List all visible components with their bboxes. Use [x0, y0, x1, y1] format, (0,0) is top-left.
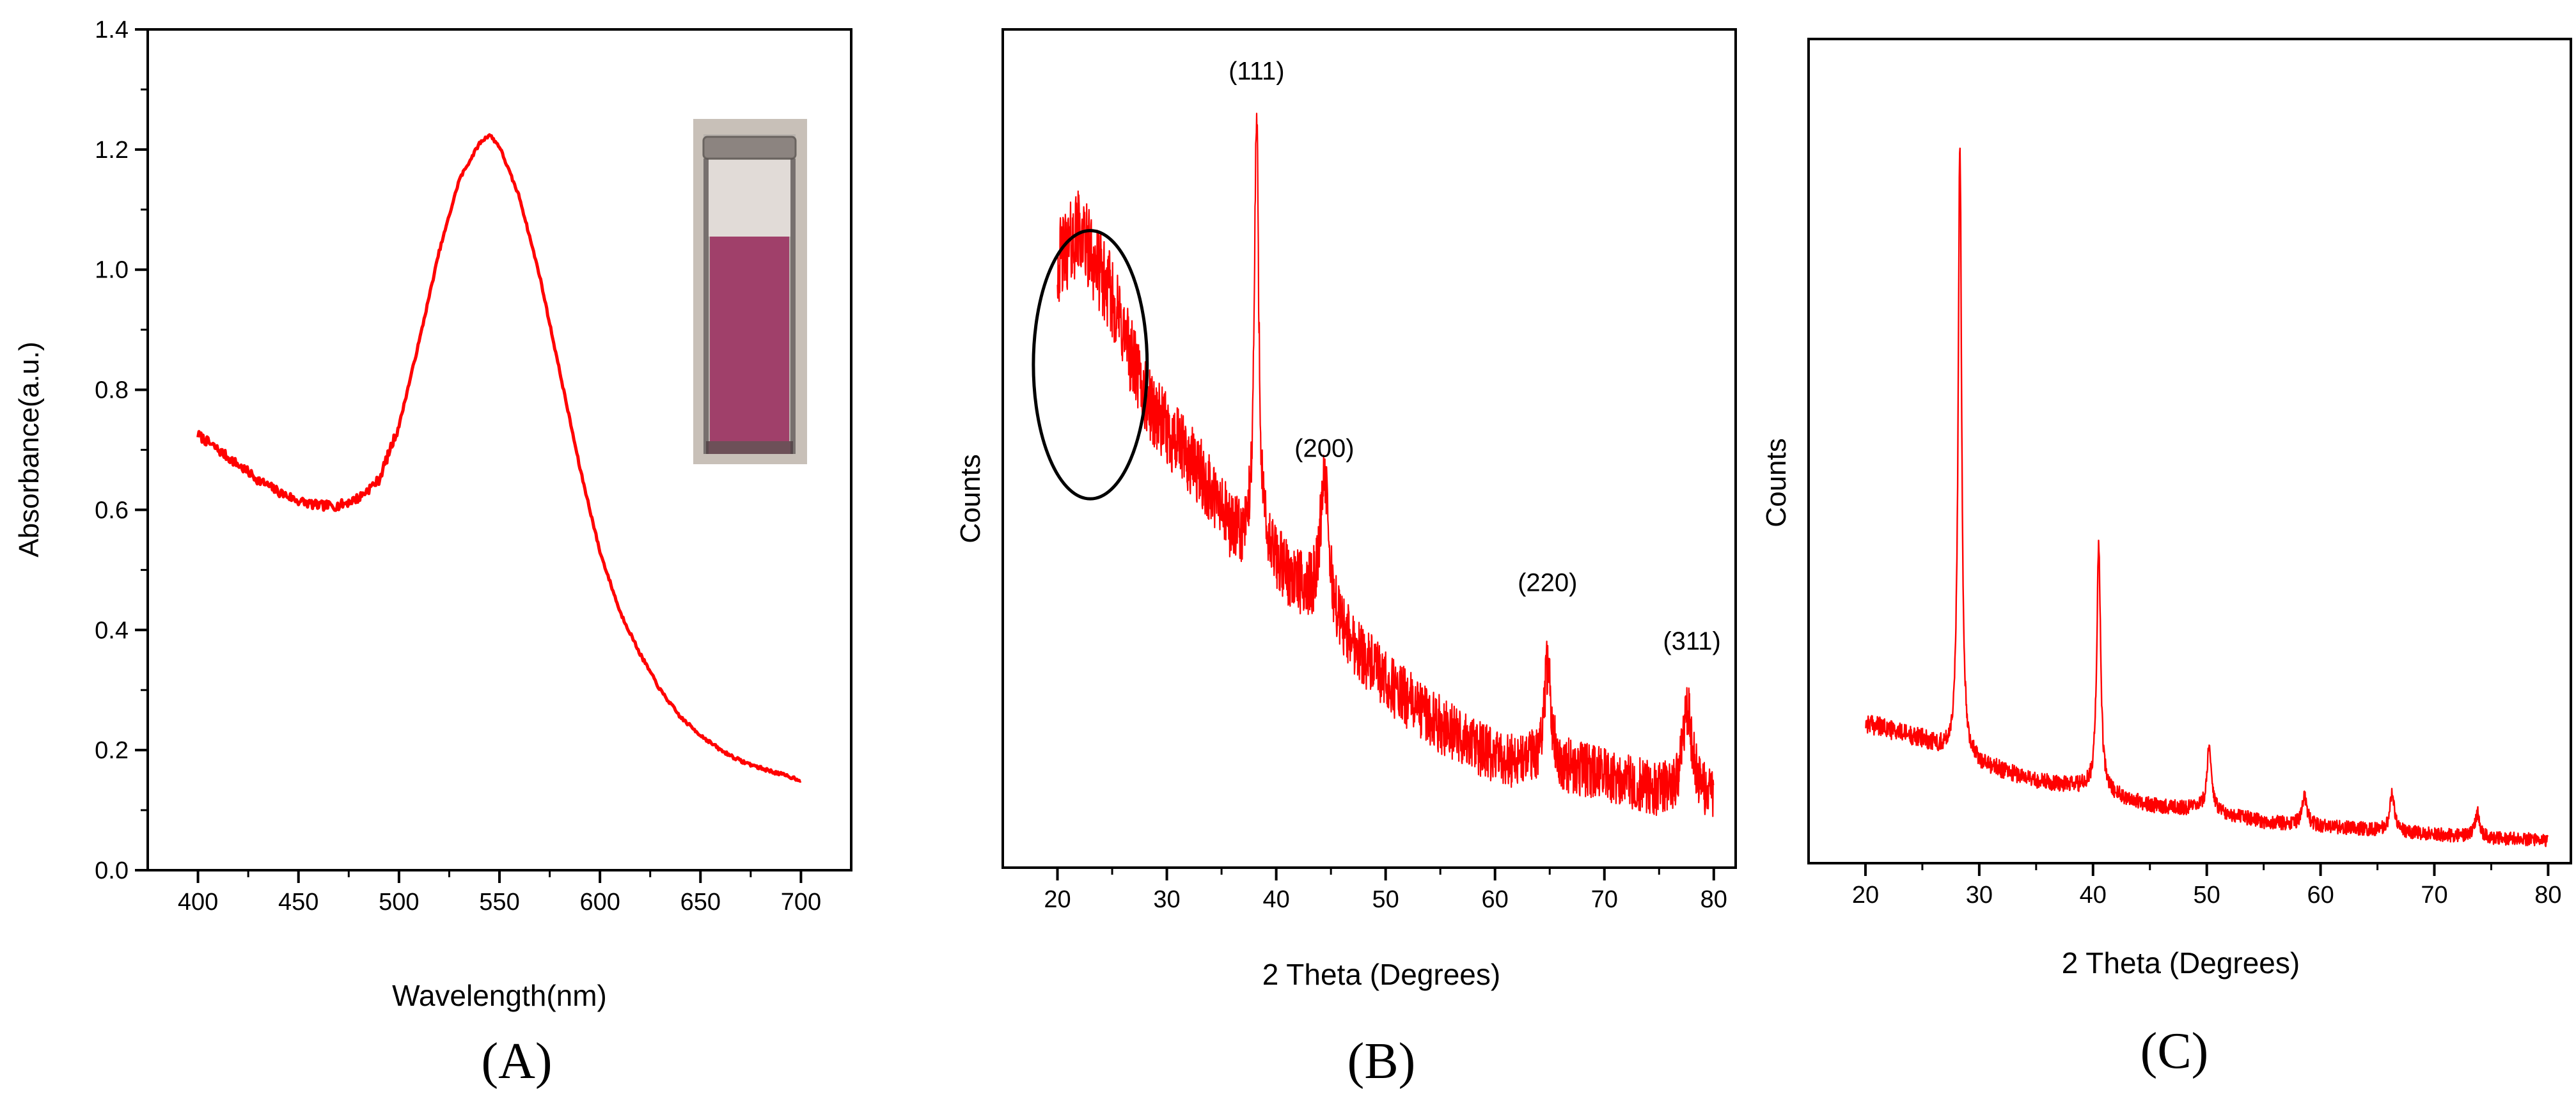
- panel-a-y-tick-label: 1.0: [95, 257, 129, 284]
- panel-a-x-axis-label: Wavelength(nm): [392, 979, 607, 1012]
- panel-c-x-tick-label: 70: [2421, 882, 2447, 909]
- panel-a-x-tick-label: 600: [579, 889, 620, 916]
- panel-c-tick-labels: 20 30 40 50 60 70 80: [1852, 882, 2562, 909]
- panel-b-tick-labels: 20 30 40 50 60 70 80: [1044, 886, 1727, 913]
- panel-a-y-tick-label: 0.2: [95, 737, 129, 764]
- panel-b-axis-ticks: [1056, 868, 1715, 880]
- panel-c-x-tick-label: 80: [2534, 882, 2561, 909]
- panel-b-peak-label: (311): [1663, 627, 1720, 655]
- panel-c-y-axis-label: Counts: [1761, 438, 1792, 527]
- panel-a-y-tick-label: 0.4: [95, 617, 129, 644]
- panel-b-y-axis-label: Counts: [955, 454, 986, 543]
- panel-a-y-tick-label: 0.0: [95, 857, 129, 884]
- panel-a-absorbance-line: [196, 133, 802, 783]
- panel-a-x-tick-label: 400: [178, 889, 218, 916]
- panel-a-x-tick-label: 650: [680, 889, 721, 916]
- panel-b-x-axis-label: 2 Theta (Degrees): [1262, 958, 1500, 991]
- panel-b-label: (B): [1347, 1033, 1416, 1090]
- panel-b-plot-frame: [1001, 28, 1737, 869]
- panel-a-absorbance-chart: 400 450 500 550 600 650 700 0.0 0.2 0.4 0.6 0.8 1.0 1…: [13, 17, 852, 1090]
- panel-c-axis-ticks: [1864, 863, 2550, 876]
- panel-a-x-tick-label: 500: [379, 889, 419, 916]
- panel-a-y-tick-label: 1.4: [95, 17, 129, 43]
- panel-c-x-tick-label: 20: [1852, 882, 1879, 909]
- panel-a-x-tick-label: 450: [278, 889, 318, 916]
- panel-b-x-tick-label: 20: [1044, 886, 1071, 913]
- panel-b-annotations: (111) (200) (220) (311): [1032, 58, 1721, 655]
- panel-b-x-tick-label: 40: [1262, 886, 1289, 913]
- panel-b-x-tick-label: 70: [1591, 886, 1618, 913]
- panel-b-amorphous-ellipse: [1032, 229, 1149, 501]
- panel-b-x-tick-label: 30: [1153, 886, 1180, 913]
- panel-a-y-tick-label: 0.6: [95, 497, 129, 524]
- panel-c-x-axis-label: 2 Theta (Degrees): [2062, 946, 2300, 980]
- panel-b-x-tick-label: 50: [1372, 886, 1399, 913]
- panel-b-x-tick-label: 60: [1482, 886, 1509, 913]
- cuvette-liquid: [710, 237, 789, 448]
- panel-a-y-tick-label: 0.8: [95, 377, 129, 404]
- panel-b-peak-label: (111): [1229, 58, 1284, 86]
- panel-a-series-absorbance: [196, 133, 802, 783]
- panel-a-y-axis-label: Absorbance(a.u.): [13, 341, 45, 558]
- panel-c-x-tick-label: 50: [2194, 882, 2220, 909]
- panel-b-series-xrd: [1056, 113, 1715, 817]
- panel-c-x-tick-label: 60: [2307, 882, 2334, 909]
- panel-b-xrd-chart: 20 30 40 50 60 70 80 (111) (200) (220) (311) 2 Th…: [955, 28, 1737, 1090]
- panel-a-x-tick-label: 700: [781, 889, 821, 916]
- panel-c-x-tick-label: 30: [1966, 882, 1993, 909]
- panel-a-x-tick-label: 550: [479, 889, 519, 916]
- panel-a-inset-cuvette-photo: [693, 119, 807, 464]
- panel-c-plot-frame: [1807, 38, 2572, 864]
- panel-c-x-tick-label: 40: [2080, 882, 2107, 909]
- panel-b-xrd-line: [1056, 113, 1715, 817]
- panel-b-x-tick-label: 80: [1700, 886, 1727, 913]
- panel-c-xrd-line: [1865, 147, 2549, 847]
- panel-a-tick-labels: 400 450 500 550 600 650 700 0.0 0.2 0.4 0.6 0.8 1.0 1…: [95, 17, 821, 916]
- panel-a-label: (A): [481, 1033, 552, 1090]
- panel-b-peak-label: (200): [1294, 435, 1354, 463]
- panel-c-label: (C): [2140, 1023, 2209, 1079]
- panel-c-xrd-chart: 20 30 40 50 60 70 80 2 Theta (Degrees) Counts …: [1761, 38, 2572, 1079]
- panel-a-y-tick-label: 1.2: [95, 137, 129, 164]
- panel-a-axis-ticks: [135, 28, 803, 883]
- panel-c-series-xrd: [1865, 147, 2549, 847]
- panel-b-peak-label: (220): [1518, 568, 1577, 597]
